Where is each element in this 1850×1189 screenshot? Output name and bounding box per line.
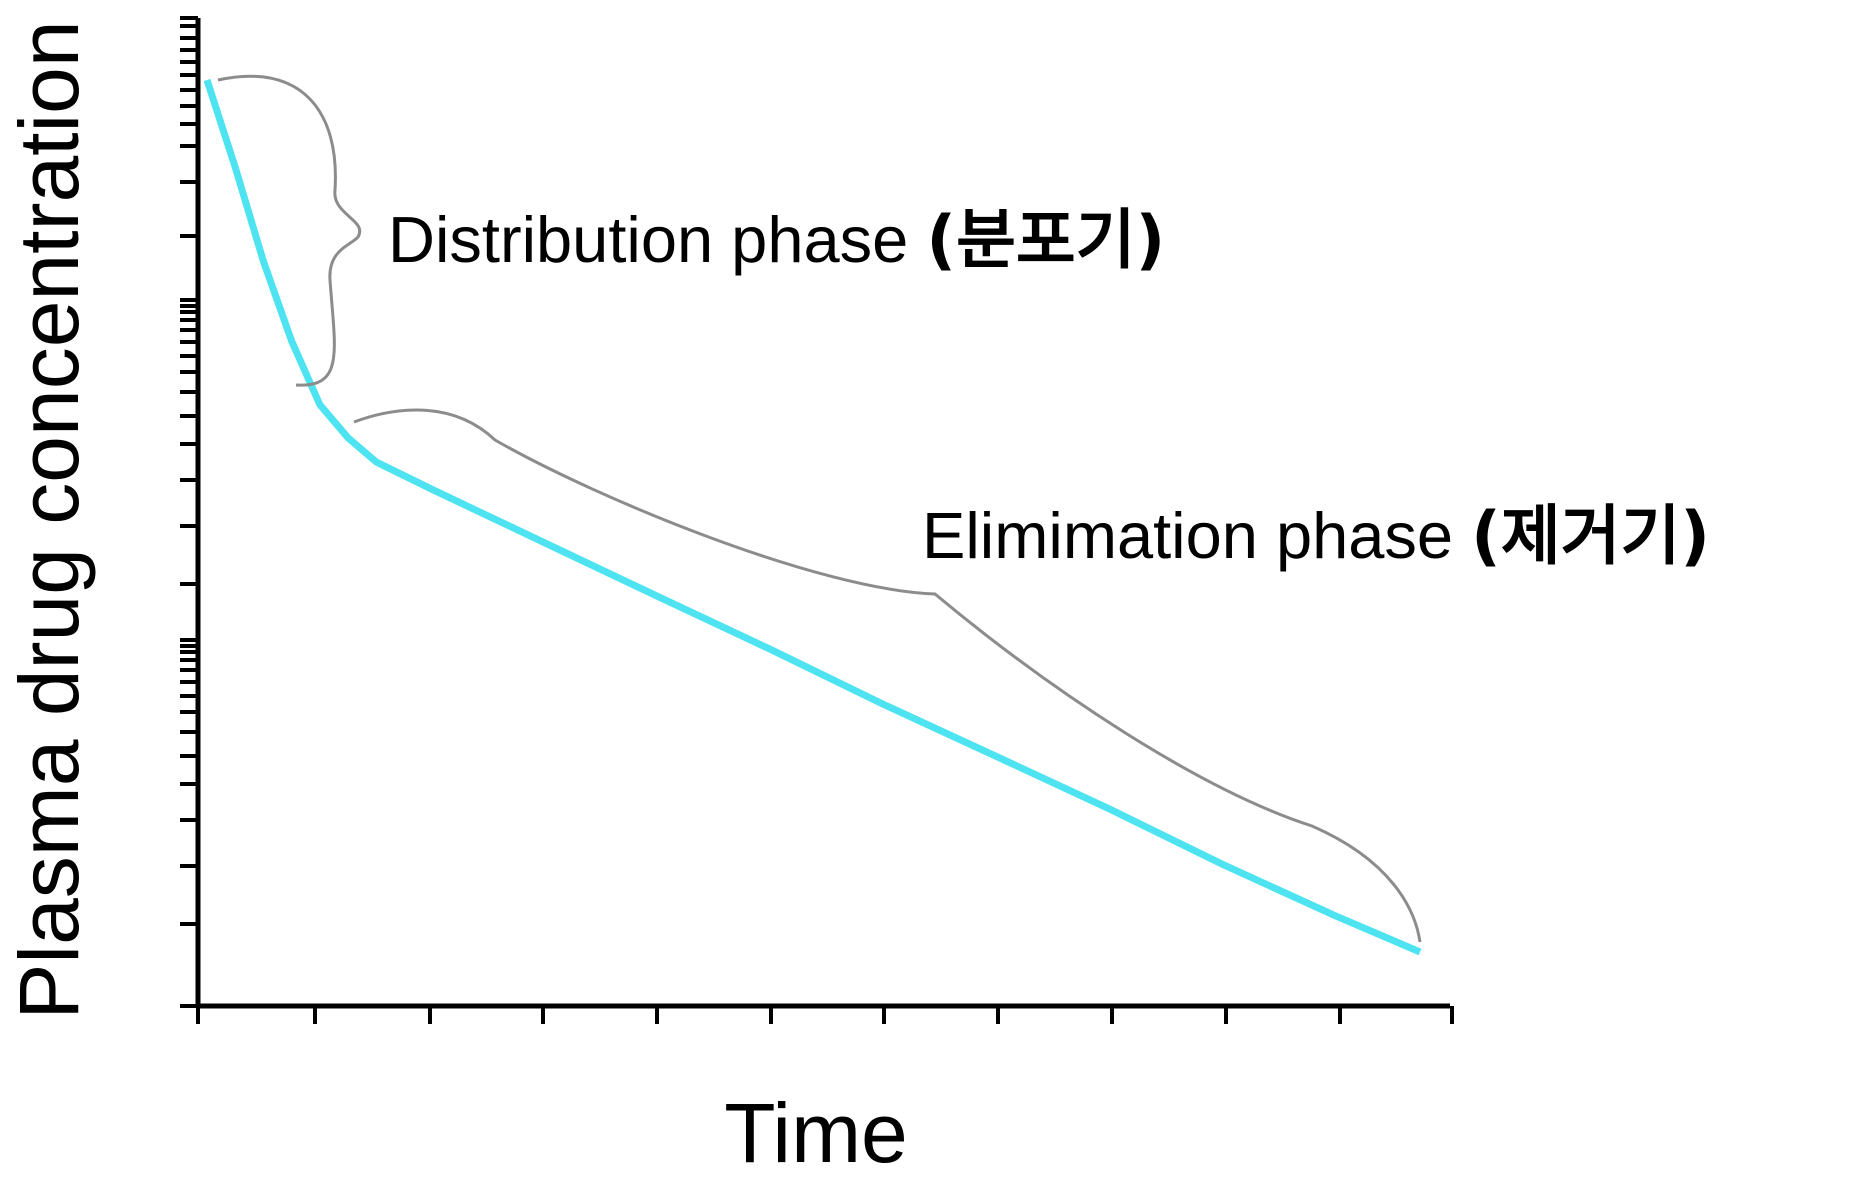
axes [180, 16, 1454, 1024]
y-axis-ticks [180, 16, 198, 1008]
x-axis-title: Time [724, 1086, 908, 1180]
elimination-phase-bracket [353, 408, 1422, 943]
concentration-curve [203, 78, 1422, 956]
elimination-phase-label: Elimimation phase (제거기) [922, 499, 1710, 574]
x-axis-ticks [196, 1006, 1454, 1024]
y-axis-title: Plasma drug concentration [2, 20, 96, 1019]
distribution-phase-label: Distribution phase (분포기) [388, 203, 1165, 278]
distribution-phase-bracket [217, 74, 362, 387]
